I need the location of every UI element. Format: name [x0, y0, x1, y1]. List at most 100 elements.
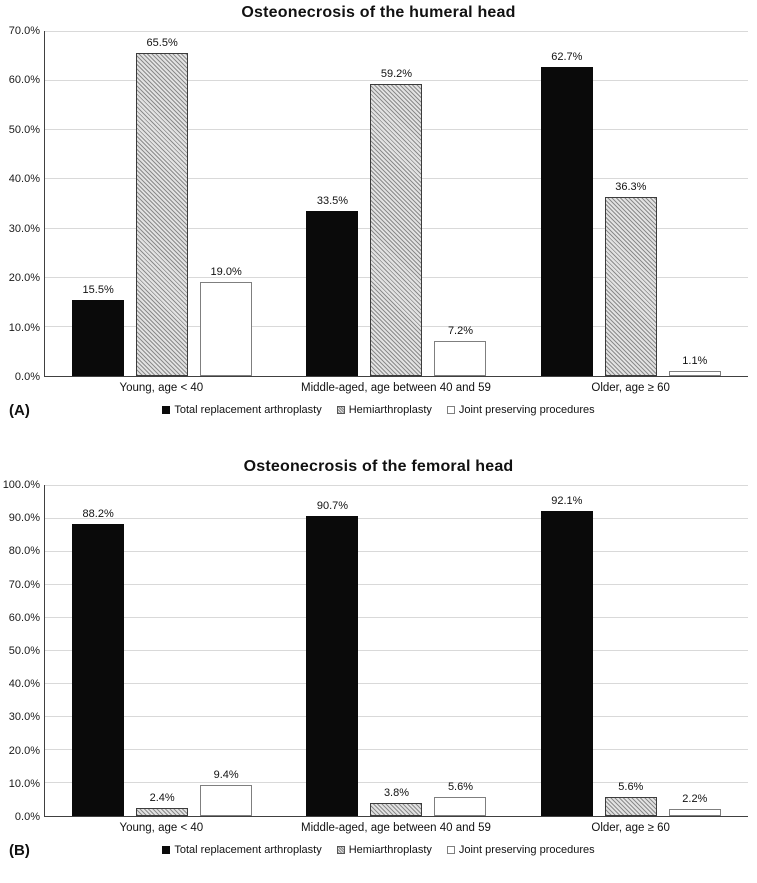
legend-swatch-outline [446, 406, 455, 414]
bar-value-label: 65.5% [146, 37, 178, 50]
bar-wrap: 36.3% [604, 31, 657, 376]
bar-solid [540, 511, 593, 816]
y-axis: 0.0% 10.0% 20.0% 30.0% 40.0% 50.0% 60.0% 70.0% 8… [0, 479, 44, 823]
bar-outline [668, 808, 721, 816]
bar-wrap: 33.5% [306, 31, 359, 376]
bar-outline [200, 784, 253, 816]
y-tick-label: 70.0% [8, 578, 40, 591]
legend-femoral: Total replacement arthroplasty Hemiarthro… [0, 841, 757, 856]
legend-label: Total replacement arthroplasty [174, 844, 322, 856]
legend-label: Joint preserving procedures [458, 844, 595, 856]
gridline [45, 782, 748, 784]
bar-value-label: 9.4% [213, 768, 239, 781]
bar-wrap: 62.7% [540, 31, 593, 376]
y-tick-label: 40.0% [8, 678, 40, 691]
legend-item: Hemiarthroplasty [336, 404, 432, 416]
bar-group: 15.5% 65.5% 19.0% [45, 31, 279, 376]
category-axis-humeral: Young, age < 40 Middle-aged, age between … [44, 377, 748, 395]
chart-footer-femoral: (B) Total replacement arthroplasty Hemiar… [0, 841, 757, 865]
y-tick-label: 80.0% [8, 545, 40, 558]
legend-swatch-solid [162, 406, 171, 414]
gridline [45, 583, 748, 585]
bar-value-label: 90.7% [316, 499, 349, 512]
bar-solid [540, 66, 593, 376]
legend-label: Total replacement arthroplasty [174, 404, 322, 416]
y-tick-label: 30.0% [8, 711, 40, 724]
bar-hatched [604, 197, 657, 376]
bar-value-label: 19.0% [210, 266, 242, 279]
y-tick-label: 10.0% [8, 321, 40, 334]
bar-group: 62.7% 36.3% 1.1% [514, 31, 748, 376]
bar-group: 88.2% 2.4% 9.4% [45, 485, 279, 816]
bar-wrap: 5.6% [604, 485, 657, 816]
bar-wrap: 65.5% [136, 31, 189, 376]
bar-value-label: 5.6% [618, 781, 644, 794]
y-tick-label: 50.0% [8, 645, 40, 657]
y-tick-label: 100.0% [2, 479, 40, 491]
chart-body-humeral: 0.0% 10.0% 20.0% 30.0% 40.0% 50.0% 60.0% 70.0% 1… [0, 25, 757, 383]
gridline [45, 484, 748, 486]
gridline [45, 550, 748, 552]
bar-outline [434, 340, 487, 376]
gridline [45, 749, 748, 751]
y-tick-label: 60.0% [8, 611, 40, 624]
panel-label-a: (A) [9, 402, 30, 419]
bar-hatched [370, 803, 423, 816]
legend-item: Total replacement arthroplasty [162, 844, 322, 856]
y-tick-label: 20.0% [8, 272, 40, 285]
panel-label-b: (B) [9, 842, 30, 859]
plot-area: 15.5% 65.5% 19.0% 33.5% 59.2% 7.2% 62.7% 36.3% 1… [44, 30, 748, 377]
bar-groups: 15.5% 65.5% 19.0% 33.5% 59.2% 7.2% 62.7% 36.3% 1… [45, 31, 748, 376]
y-tick-label: 20.0% [8, 744, 40, 757]
bar-wrap: 92.1% [540, 485, 593, 816]
plot-area: 88.2% 2.4% 9.4% 90.7% 3.8% 5.6% 92.1% 5.6% 2.2% [44, 484, 748, 817]
bar-value-label: 36.3% [615, 181, 647, 194]
bar-hatched [136, 53, 189, 376]
bar-outline [200, 282, 253, 376]
legend-label: Hemiarthroplasty [348, 844, 432, 856]
category-label: Older, age ≥ 60 [591, 382, 670, 394]
chart-footer-humeral: (A) Total replacement arthroplasty Hemiar… [0, 401, 757, 425]
legend-swatch-hatched [336, 846, 345, 854]
gridline [45, 517, 748, 519]
bar-hatched [370, 84, 423, 376]
y-tick-label: 0.0% [14, 811, 40, 823]
bar-value-label: 3.8% [383, 787, 410, 800]
legend-label: Joint preserving procedures [458, 404, 595, 416]
bar-value-label: 2.2% [682, 792, 708, 805]
category-label: Middle-aged, age between 40 and 59 [301, 822, 491, 834]
bar-groups: 88.2% 2.4% 9.4% 90.7% 3.8% 5.6% 92.1% 5.6% 2.2% [45, 485, 748, 816]
bar-wrap: 2.2% [668, 485, 721, 816]
legend-swatch-solid [162, 846, 171, 854]
gridline [45, 616, 748, 618]
bar-group: 92.1% 5.6% 2.2% [514, 485, 748, 816]
bar-solid [306, 515, 359, 816]
chart-title-humeral: Osteonecrosis of the humeral head [241, 4, 516, 21]
bar-group: 90.7% 3.8% 5.6% [279, 485, 513, 816]
chart-title-femoral: Osteonecrosis of the femoral head [243, 458, 514, 475]
chart-panel-femoral-head: Osteonecrosis of the femoral head 0.0% 10… [0, 456, 757, 865]
y-axis: 0.0% 10.0% 20.0% 30.0% 40.0% 50.0% 60.0% 70.0% [0, 25, 44, 383]
bar-wrap: 88.2% [72, 485, 125, 816]
bar-outline [434, 797, 487, 816]
bar-wrap: 19.0% [200, 31, 253, 376]
y-tick-label: 60.0% [8, 74, 40, 87]
bar-wrap: 3.8% [370, 485, 423, 816]
legend-label: Hemiarthroplasty [348, 404, 432, 416]
bar-value-label: 88.2% [82, 508, 114, 521]
legend-humeral: Total replacement arthroplasty Hemiarthro… [0, 401, 757, 416]
bar-wrap: 5.6% [434, 485, 487, 816]
bar-value-label: 33.5% [316, 194, 349, 207]
bar-solid [306, 210, 359, 376]
chart-body-femoral: 0.0% 10.0% 20.0% 30.0% 40.0% 50.0% 60.0% 70.0% 8… [0, 479, 757, 823]
bar-hatched [604, 797, 657, 816]
bar-value-label: 7.2% [447, 324, 474, 337]
gridline [45, 30, 748, 32]
bar-solid [72, 299, 125, 376]
bar-value-label: 15.5% [82, 283, 114, 296]
legend-item: Joint preserving procedures [446, 844, 595, 856]
bar-value-label: 59.2% [380, 68, 413, 81]
gridline [45, 683, 748, 685]
gridline [45, 650, 748, 651]
gridline [45, 716, 748, 718]
